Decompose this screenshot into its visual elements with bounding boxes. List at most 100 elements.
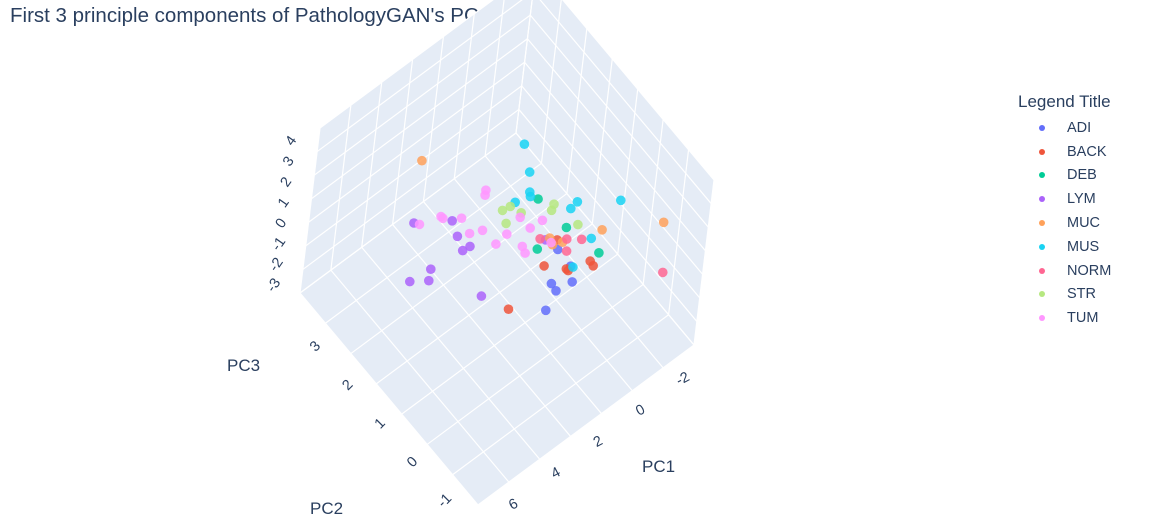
legend-item-tum[interactable]: TUM <box>1018 306 1111 330</box>
data-point[interactable] <box>532 244 543 254</box>
data-point[interactable] <box>551 286 561 296</box>
legend-item-adi[interactable]: ADI <box>1018 116 1111 140</box>
grid-line <box>529 14 709 228</box>
grid-line <box>330 269 510 483</box>
legend-item-norm[interactable]: NORM <box>1018 259 1111 283</box>
data-point[interactable] <box>517 241 528 252</box>
grid-line <box>521 85 701 299</box>
grid-line <box>453 178 633 392</box>
data-point[interactable] <box>541 305 551 316</box>
data-point[interactable] <box>616 195 626 206</box>
data-point[interactable] <box>476 291 487 301</box>
data-point[interactable] <box>561 222 572 233</box>
data-point[interactable] <box>546 278 557 289</box>
grid-line <box>299 127 321 294</box>
tick-label: 2 <box>339 377 356 394</box>
grid-line <box>453 13 475 179</box>
data-point[interactable] <box>438 213 448 224</box>
data-point[interactable] <box>546 205 557 216</box>
data-point[interactable] <box>539 261 549 271</box>
tick-label: 3 <box>280 154 298 170</box>
data-point[interactable] <box>566 203 576 214</box>
grid-line <box>617 89 639 255</box>
data-point[interactable] <box>426 264 436 275</box>
data-point[interactable] <box>465 241 475 252</box>
legend-label: STR <box>1067 286 1096 303</box>
axis-wall <box>300 133 694 505</box>
legend-item-muc[interactable]: MUC <box>1018 211 1111 235</box>
data-point[interactable] <box>535 234 545 244</box>
data-point[interactable] <box>562 234 572 244</box>
data-point[interactable] <box>658 217 669 228</box>
grid-line <box>392 224 572 437</box>
data-point[interactable] <box>414 219 425 230</box>
tick-label: -1 <box>269 234 290 254</box>
data-point[interactable] <box>524 167 535 177</box>
data-point[interactable] <box>537 215 548 226</box>
grid-line <box>361 82 383 248</box>
data-point[interactable] <box>491 239 501 249</box>
grid-line <box>591 58 613 224</box>
data-point[interactable] <box>573 219 583 230</box>
legend-item-lym[interactable]: LYM <box>1018 187 1111 211</box>
legend-marker <box>1039 220 1045 227</box>
data-point[interactable] <box>533 194 543 204</box>
axis-walls <box>300 0 714 505</box>
grid-line <box>566 28 588 194</box>
legend-item-str[interactable]: STR <box>1018 283 1111 307</box>
data-point[interactable] <box>546 237 556 248</box>
data-point[interactable] <box>594 248 604 258</box>
data-point[interactable] <box>457 245 468 256</box>
grid-line <box>313 14 531 176</box>
grid-line <box>305 85 523 247</box>
legend-marker <box>1039 315 1045 322</box>
data-point[interactable] <box>464 228 475 239</box>
legend-marker <box>1039 291 1045 298</box>
legend: Legend Title ADI BACK DEB LYM MUC MUS NORM STR T… <box>1018 92 1111 330</box>
legend-item-mus[interactable]: MUS <box>1018 235 1111 259</box>
data-point[interactable] <box>502 229 512 239</box>
x-axis-label: PC1 <box>642 457 675 476</box>
legend-item-deb[interactable]: DEB <box>1018 164 1111 188</box>
grid-line <box>426 283 644 445</box>
data-point[interactable] <box>497 205 508 216</box>
tick-label: 2 <box>278 174 296 190</box>
legend-label: MUC <box>1067 215 1101 232</box>
legend-label: DEB <box>1067 167 1097 184</box>
grid-line <box>562 0 715 181</box>
data-point[interactable] <box>424 275 434 286</box>
data-point[interactable] <box>525 223 535 233</box>
data-point[interactable] <box>503 304 514 315</box>
data-point[interactable] <box>447 216 458 226</box>
grid-line <box>325 162 542 324</box>
data-point[interactable] <box>519 139 530 149</box>
data-point[interactable] <box>586 233 597 244</box>
data-point[interactable] <box>597 225 607 235</box>
data-point[interactable] <box>572 197 583 207</box>
legend-marker <box>1039 172 1045 179</box>
data-point[interactable] <box>456 213 467 223</box>
tick-label: 1 <box>372 415 389 432</box>
data-point[interactable] <box>588 261 598 271</box>
legend-marker <box>1039 267 1045 274</box>
data-point[interactable] <box>477 225 488 236</box>
data-point[interactable] <box>561 246 572 256</box>
legend-item-back[interactable]: BACK <box>1018 140 1111 164</box>
data-point[interactable] <box>505 201 516 212</box>
data-point[interactable] <box>417 155 427 166</box>
data-point[interactable] <box>525 191 536 202</box>
data-point[interactable] <box>567 277 577 287</box>
chart-title: First 3 principle components of Patholog… <box>10 4 561 27</box>
data-point[interactable] <box>658 267 668 278</box>
data-point[interactable] <box>576 234 587 245</box>
data-point[interactable] <box>515 212 525 223</box>
data-point[interactable] <box>452 231 463 242</box>
data-point[interactable] <box>501 218 511 229</box>
series-deb <box>532 194 604 258</box>
data-point[interactable] <box>405 276 415 287</box>
tick-label: -2 <box>673 369 692 389</box>
data-point[interactable] <box>568 262 578 272</box>
data-point[interactable] <box>480 190 490 200</box>
